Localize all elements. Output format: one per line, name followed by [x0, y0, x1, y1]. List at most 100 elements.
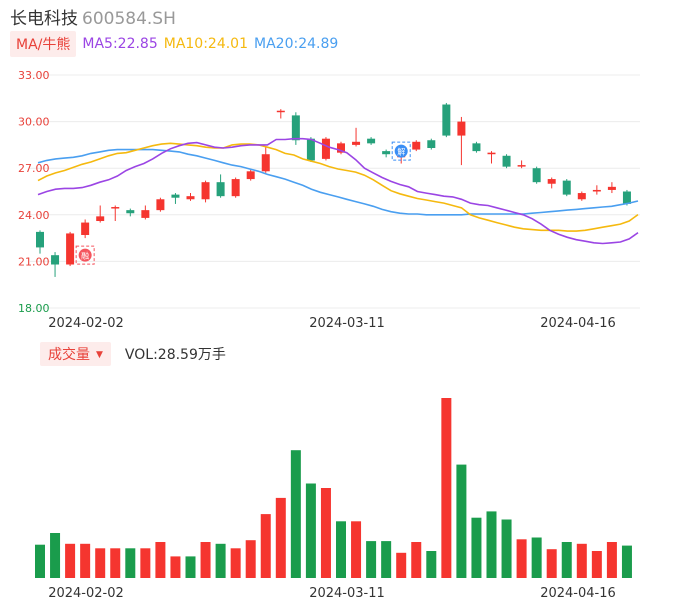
ma-indicator-selector[interactable]: MA/牛熊	[10, 31, 77, 57]
volume-bar[interactable]	[381, 541, 392, 578]
ma5-line	[37, 137, 639, 245]
volume-bar[interactable]	[245, 540, 256, 578]
volume-bar[interactable]	[531, 537, 542, 579]
candle-body[interactable]	[156, 199, 165, 211]
candle-body[interactable]	[201, 182, 210, 200]
volume-bar[interactable]	[305, 483, 316, 579]
volume-bar[interactable]	[110, 548, 121, 578]
volume-bar[interactable]	[456, 464, 467, 578]
volume-bar[interactable]	[170, 556, 181, 578]
volume-bar[interactable]	[351, 521, 362, 578]
stock-title: 长电科技 600584.SH	[10, 4, 176, 29]
candle-body[interactable]	[502, 155, 511, 167]
volume-bar[interactable]	[155, 542, 166, 578]
volume-bar[interactable]	[546, 549, 557, 578]
candle-body[interactable]	[321, 138, 330, 159]
caret-down-icon: ▼	[96, 350, 103, 360]
y-tick-label: 27.00	[18, 162, 50, 175]
volume-bar[interactable]	[140, 548, 151, 578]
volume-bar[interactable]	[65, 543, 76, 578]
candle-body[interactable]	[36, 231, 44, 248]
volume-bar[interactable]	[80, 543, 91, 578]
candle-body[interactable]	[111, 207, 120, 209]
y-tick-label: 30.00	[18, 116, 50, 129]
volume-bar[interactable]	[396, 552, 407, 578]
candle-body[interactable]	[517, 165, 526, 167]
candle-body[interactable]	[427, 140, 436, 149]
price-grid	[30, 74, 640, 309]
volume-bar[interactable]	[516, 539, 527, 578]
event-marker-frame	[75, 245, 95, 265]
candle-body[interactable]	[412, 141, 421, 150]
volume-bar[interactable]	[576, 543, 587, 578]
volume-bar[interactable]	[621, 545, 632, 578]
candle-body[interactable]	[186, 196, 195, 200]
volume-bar[interactable]	[411, 542, 422, 578]
volume-bar[interactable]	[606, 542, 617, 578]
event-marker-frame	[391, 141, 411, 161]
volume-tag-label: 成交量	[48, 347, 90, 363]
volume-bar[interactable]	[95, 548, 106, 578]
volume-bar[interactable]	[366, 541, 377, 578]
volume-indicator-selector[interactable]: 成交量 ▼	[40, 342, 111, 366]
candle-body[interactable]	[592, 189, 601, 192]
ma20-label: MA20:24.89	[254, 36, 339, 52]
candle-body[interactable]	[352, 141, 361, 145]
candle-body[interactable]	[231, 179, 240, 197]
volume-bar[interactable]	[260, 514, 271, 578]
volume-bar[interactable]	[320, 488, 331, 578]
volume-bar[interactable]	[50, 533, 61, 578]
candle-body[interactable]	[171, 194, 180, 198]
x-axis-labels: 2024-02-02 2024-03-11 2024-04-16	[48, 316, 616, 331]
volume-bar[interactable]	[230, 548, 241, 578]
volume-bar[interactable]	[336, 521, 346, 578]
candle-body[interactable]	[367, 138, 376, 144]
volume-bar[interactable]	[200, 542, 211, 578]
candle-body[interactable]	[547, 179, 556, 184]
candle-body[interactable]	[562, 180, 571, 195]
volume-bar[interactable]	[486, 511, 497, 578]
candle-body[interactable]	[216, 182, 225, 197]
volume-bar[interactable]	[275, 497, 286, 578]
volume-bar[interactable]	[501, 519, 512, 579]
candle-body[interactable]	[66, 233, 75, 265]
volume-bar[interactable]	[591, 551, 602, 578]
event-marker-label: 融	[81, 251, 89, 261]
candles	[36, 102, 631, 277]
volume-bar[interactable]	[290, 450, 301, 578]
candle-body[interactable]	[276, 110, 285, 113]
candle-body[interactable]	[607, 186, 616, 190]
volume-bar[interactable]	[215, 543, 226, 578]
volume-bar[interactable]	[185, 556, 196, 578]
candle-body[interactable]	[306, 138, 315, 161]
candle-body[interactable]	[472, 143, 481, 152]
volume-bar[interactable]	[441, 398, 452, 578]
candle-body[interactable]	[261, 154, 270, 172]
candle-body[interactable]	[51, 255, 60, 265]
volume-bar[interactable]	[471, 517, 482, 578]
volume-bar[interactable]	[561, 542, 572, 578]
candle-body[interactable]	[487, 152, 496, 155]
candle-body[interactable]	[291, 115, 300, 141]
candle-body[interactable]	[337, 143, 345, 153]
volume-value: VOL:28.59万手	[124, 347, 226, 363]
volume-bar[interactable]	[125, 548, 136, 578]
candle-body[interactable]	[126, 210, 135, 214]
volume-bar[interactable]	[426, 551, 437, 578]
candle-body[interactable]	[141, 210, 150, 218]
candle-body[interactable]	[246, 171, 255, 180]
candle-body[interactable]	[532, 168, 541, 183]
candle-body[interactable]	[442, 104, 451, 136]
event-marker-icon[interactable]: 解	[391, 141, 411, 161]
candle-body[interactable]	[81, 222, 90, 235]
event-marker-icon[interactable]: 融	[75, 245, 95, 265]
candle-body[interactable]	[96, 216, 105, 222]
candle-body[interactable]	[457, 121, 466, 136]
candle-body[interactable]	[622, 191, 631, 204]
ma-legend: MA/牛熊 MA5:22.85 MA10:24.01 MA20:24.89	[10, 31, 344, 57]
candle-body[interactable]	[577, 193, 586, 200]
candle-body[interactable]	[382, 151, 391, 155]
x-tick-label: 2024-02-02	[48, 316, 124, 331]
volume-bar[interactable]	[35, 544, 45, 578]
